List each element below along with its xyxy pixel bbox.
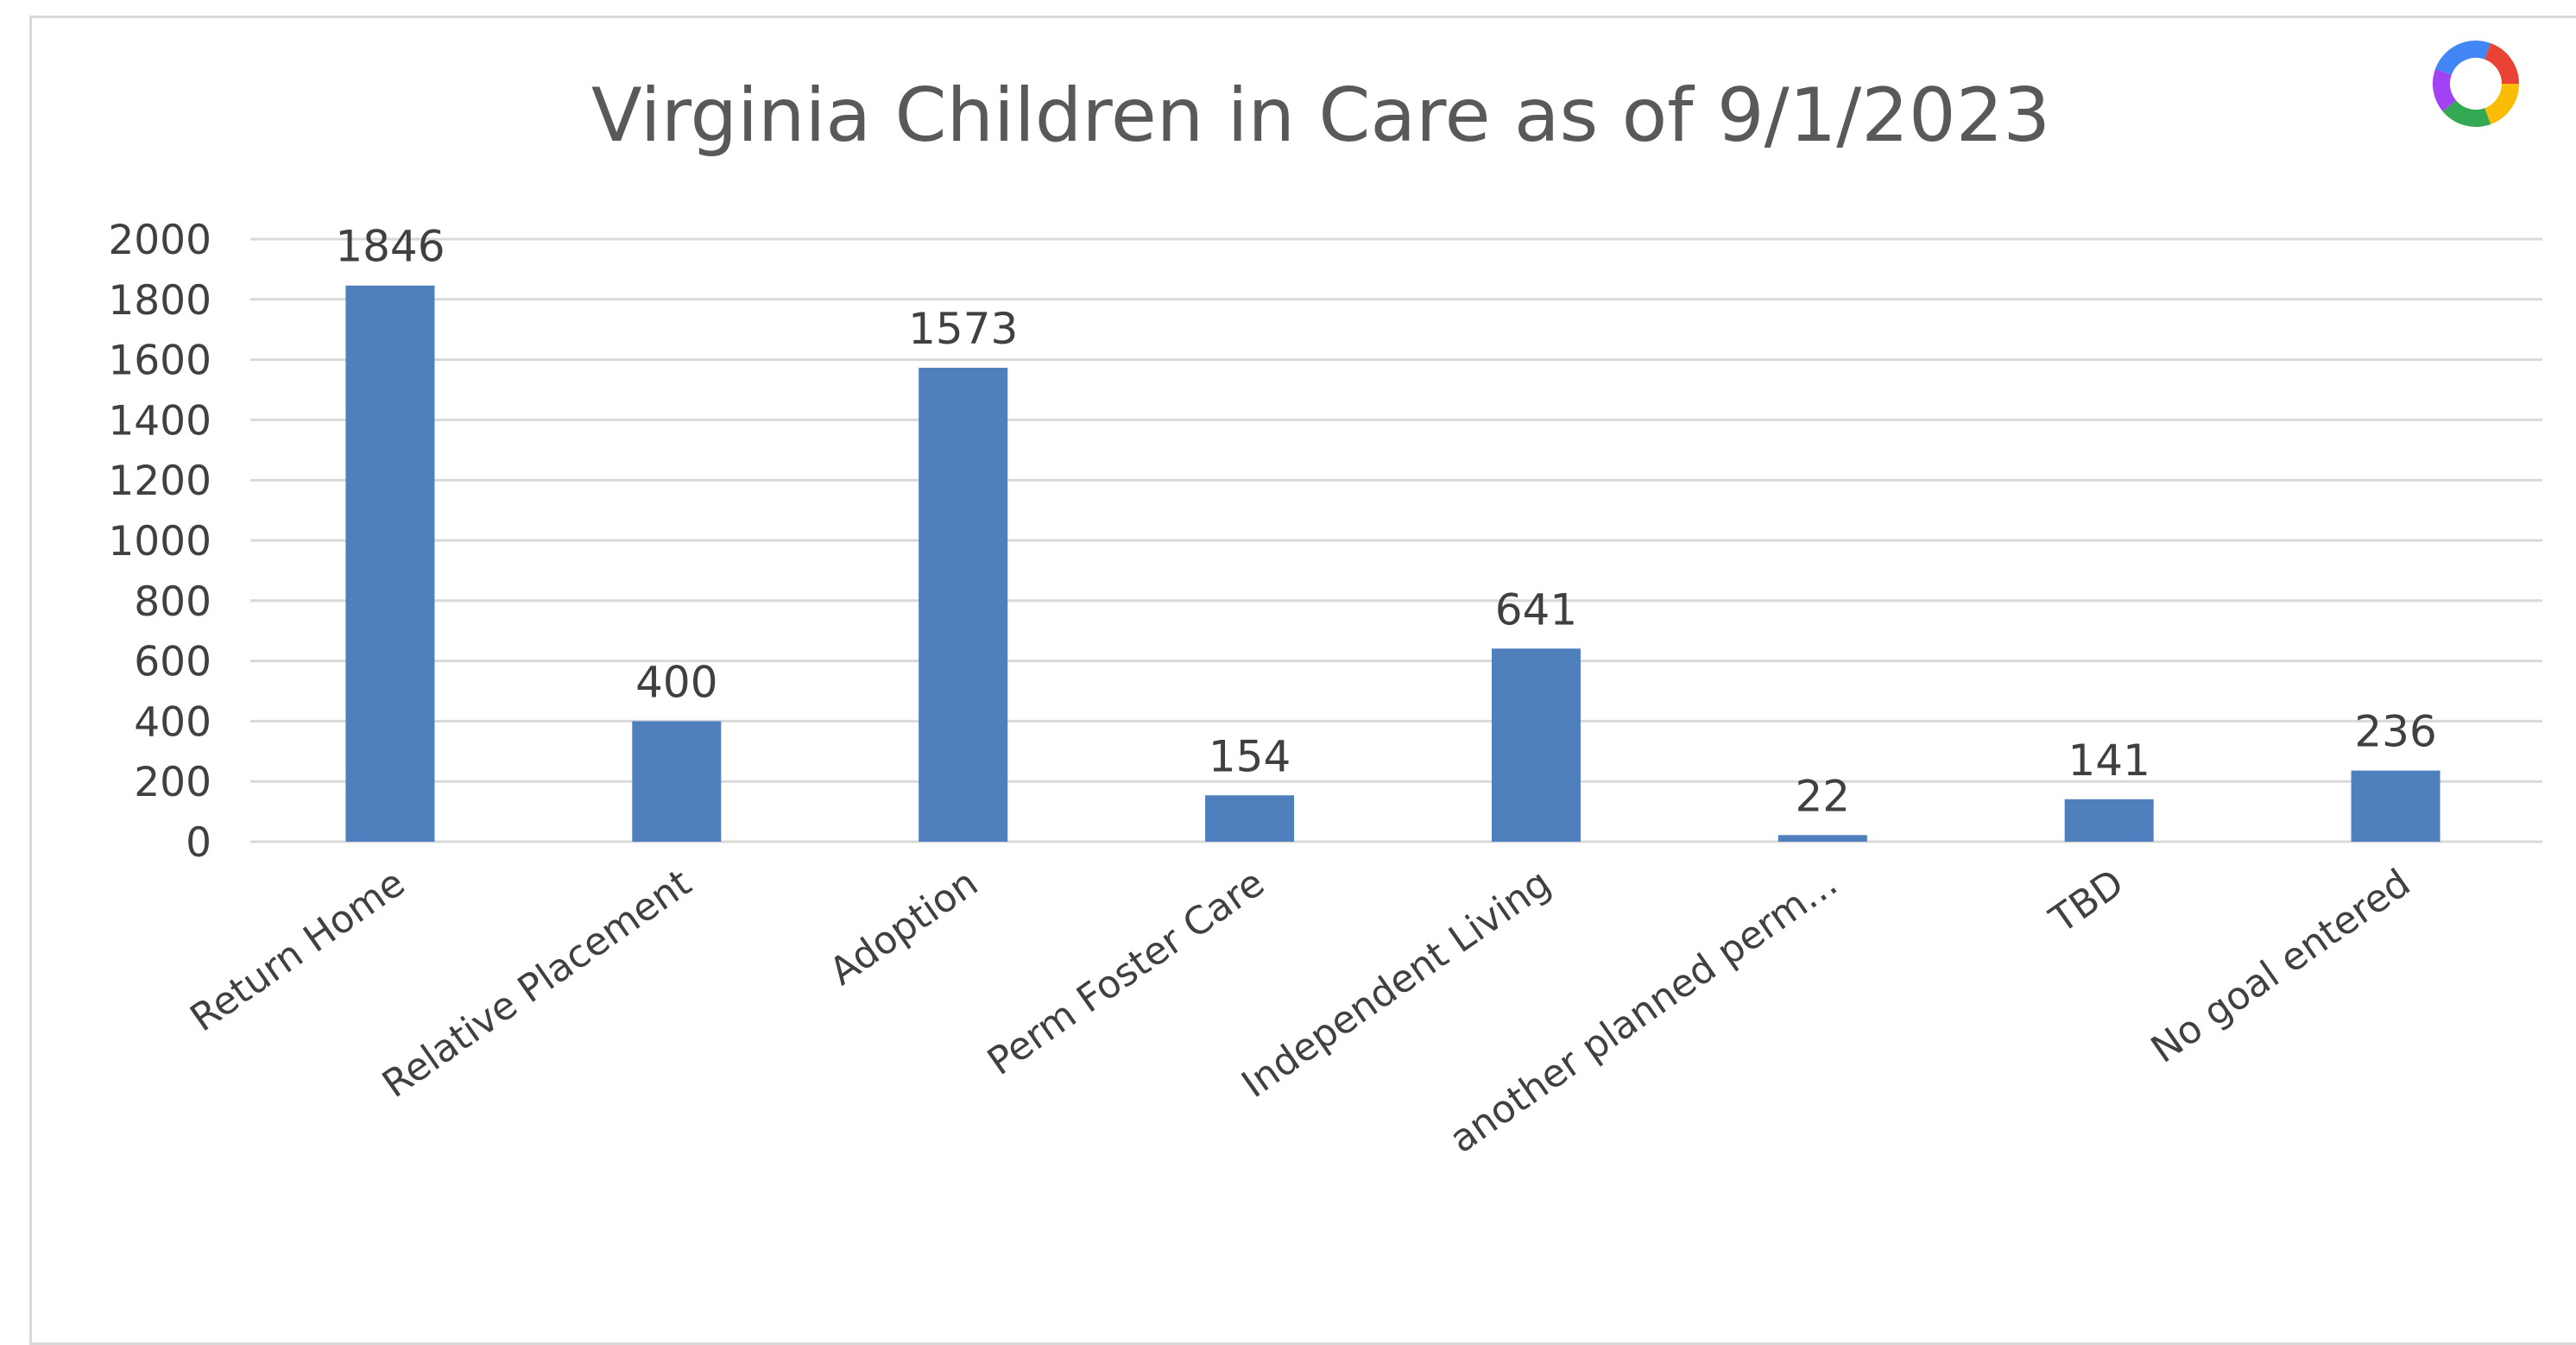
category-label: Return Home [182,861,413,1040]
logo-segment [2484,43,2519,85]
bar [1491,648,1581,842]
data-label: 1573 [908,304,1018,354]
y-tick-label: 600 [134,639,212,686]
multicolor-ring-logo-icon [2433,41,2519,127]
bar-chart: Virginia Children in Care as of 9/1/2023… [108,41,2542,1162]
y-tick-label: 1200 [108,458,212,505]
category-label: Independent Living [1234,861,1558,1107]
y-axis-ticks: 0 200 400 600 800 1000 1200 1400 1600 1800 2000 [108,217,212,867]
y-tick-label: 2000 [108,217,212,264]
chart-frame [29,16,2576,1345]
logo-segment [2433,68,2457,112]
bar [345,285,435,843]
chart-title: Virginia Children in Care as of 9/1/2023 [591,73,2050,159]
data-label: 641 [1495,584,1577,635]
category-label: TBD [2042,861,2132,943]
gridlines [250,237,2542,843]
y-tick-label: 1000 [108,518,212,565]
bar [2064,799,2154,842]
category-label: Relative Placement [375,861,699,1107]
logo-segment [2484,83,2519,124]
bar [919,368,1008,842]
bar [2351,770,2440,842]
bar [1205,795,1295,842]
bar [632,721,722,842]
logo-segment [2442,99,2491,127]
category-label: Adoption [822,861,986,994]
data-label: 22 [1796,771,1851,821]
y-tick-label: 1600 [108,338,212,385]
category-label: Perm Foster Care [980,861,1272,1084]
data-label: 236 [2354,707,2436,757]
bar [1777,835,1867,842]
bars [345,285,2440,843]
y-tick-label: 400 [134,698,212,746]
data-labels: 1846 400 1573 154 641 22 141 236 [335,222,2436,822]
data-label: 400 [635,657,717,707]
y-tick-label: 0 [186,819,212,867]
category-label: No goal entered [2144,861,2419,1071]
logo-segment [2435,41,2491,76]
data-label: 141 [2068,736,2150,786]
y-tick-label: 1400 [108,397,212,445]
y-tick-label: 200 [134,759,212,806]
y-tick-label: 800 [134,578,212,626]
data-label: 154 [1209,731,1291,781]
data-label: 1846 [335,222,445,272]
y-tick-label: 1800 [108,277,212,325]
